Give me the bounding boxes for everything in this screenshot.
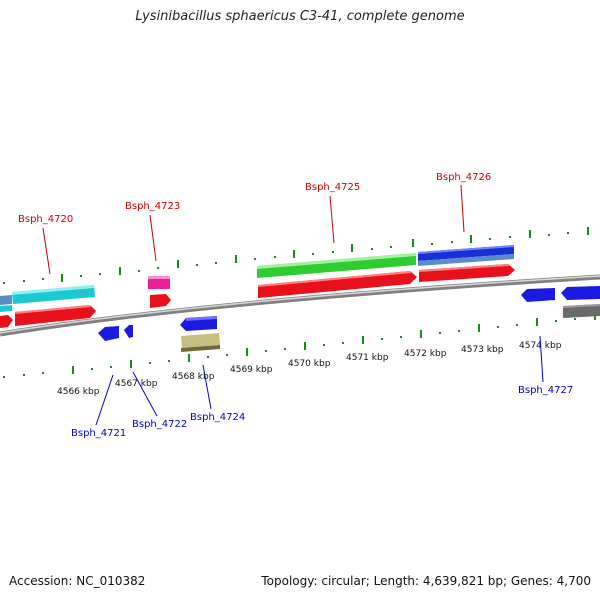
scale-label: 4567 kbp	[115, 379, 158, 389]
cds-arrow-row-bottom	[98, 286, 600, 352]
gene-label-bottom: Bsph_4727	[518, 385, 573, 396]
scale-label: 4573 kbp	[461, 345, 504, 355]
scale-label: 4571 kbp	[346, 353, 389, 363]
accession-label: Accession: NC_010382	[9, 574, 146, 588]
topology-label: Topology: circular; Length: 4,639,821 bp…	[261, 574, 591, 588]
gene-label-top: Bsph_4726	[436, 172, 491, 183]
map-title: Lysinibacillus sphaericus C3-41, complet…	[135, 9, 465, 24]
scale-label: 4568 kbp	[172, 372, 215, 382]
gene-feature-bsph-4720-upper	[0, 285, 95, 312]
gene-feature-bsph-4723-upper	[148, 276, 170, 289]
gene-label-top: Bsph_4720	[18, 214, 73, 225]
upper-tick-row	[3, 227, 589, 284]
top-label-leaders	[42, 184, 465, 275]
genome-backbone	[0, 274, 600, 337]
bottom-label-leaders	[95, 335, 544, 426]
gene-feature-bsph-4726-upper	[418, 245, 514, 266]
scale-label: 4566 kbp	[57, 387, 100, 397]
gene-label-bottom: Bsph_4722	[132, 419, 187, 430]
gene-label-top: Bsph_4725	[305, 182, 360, 193]
cds-arrow-row-top	[0, 264, 515, 328]
gene-label-bottom: Bsph_4724	[190, 412, 245, 423]
gene-label-top: Bsph_4723	[125, 201, 180, 212]
gene-label-bottom: Bsph_4721	[71, 428, 126, 439]
gene-feature-bsph-4725-upper	[257, 253, 416, 278]
scale-label: 4569 kbp	[230, 365, 273, 375]
scale-label: 4572 kbp	[404, 349, 447, 359]
scale-label: 4570 kbp	[288, 359, 331, 369]
